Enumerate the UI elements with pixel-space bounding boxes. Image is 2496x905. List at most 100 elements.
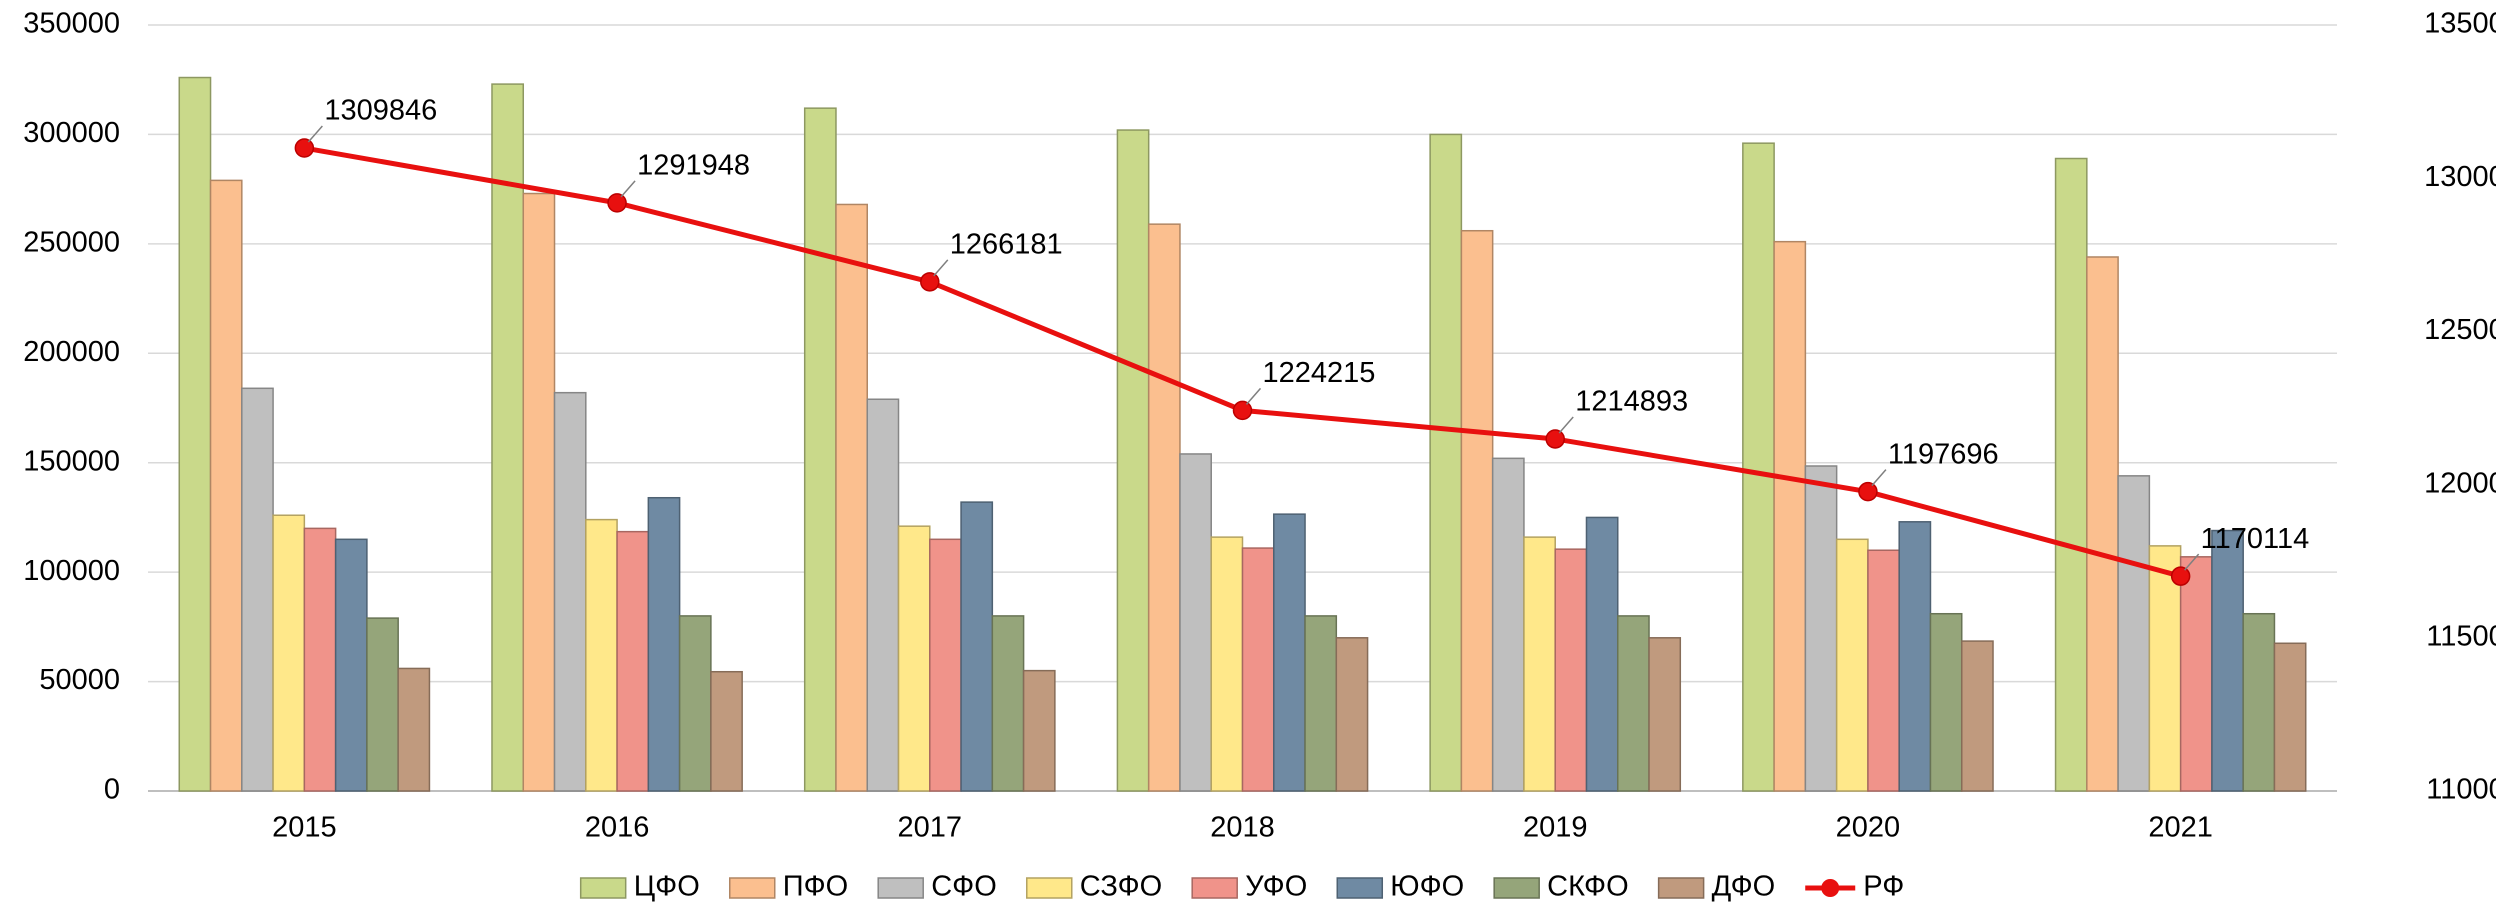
leader-line (1558, 416, 1574, 434)
bar (1491, 457, 1525, 792)
bar (178, 76, 212, 792)
leader-line (933, 259, 949, 277)
bar (2273, 642, 2307, 792)
bar (1335, 637, 1369, 792)
legend-label: ДФО (1712, 871, 1776, 903)
bar (1648, 637, 1682, 792)
bar (1585, 516, 1619, 792)
leader-line (620, 180, 636, 198)
bar (1241, 547, 1275, 792)
data-label: 1266181 (950, 228, 1063, 260)
bar (1554, 548, 1588, 792)
bar (616, 530, 650, 792)
bar (835, 203, 868, 792)
bar (1273, 513, 1306, 792)
legend-swatch (1026, 877, 1073, 899)
bar (1898, 521, 1932, 792)
bar (1929, 612, 1963, 792)
legend-swatch (1336, 877, 1384, 899)
bar (991, 615, 1025, 792)
line-marker (294, 138, 315, 158)
bar (1460, 229, 1494, 792)
bar (1147, 223, 1181, 792)
line-marker (920, 272, 940, 292)
legend-label: ЮФО (1390, 871, 1464, 903)
bar (2054, 157, 2088, 792)
bar (1179, 453, 1212, 792)
bar (1022, 669, 1056, 792)
y-tick-label: 350000 (23, 8, 120, 40)
bar (2179, 556, 2213, 792)
bar (1523, 536, 1556, 792)
legend: ЦФО ПФО СФО СЗФО УФО ЮФО СКФО ДФО РФ (579, 871, 1904, 903)
leader-line (1871, 469, 1887, 487)
bar (1617, 615, 1650, 792)
y2-tick-label: 1350000 (2424, 8, 2496, 40)
legend-label: СФО (931, 871, 997, 903)
x-tick-label: 2018 (1210, 812, 1275, 844)
data-label: 1309846 (324, 95, 437, 127)
bar (1210, 536, 1244, 792)
y-tick-label: 250000 (23, 227, 120, 259)
y-tick-label: 150000 (23, 445, 120, 477)
bar (1773, 240, 1807, 792)
line-marker (607, 193, 627, 213)
legend-swatch (1657, 877, 1705, 899)
line-marker (1232, 400, 1253, 421)
bar (553, 391, 587, 792)
y2-tick-label: 1300000 (2424, 161, 2496, 193)
legend-label: УФО (1245, 871, 1307, 903)
bar (303, 527, 337, 792)
y2-tick-label: 1100000 (2426, 774, 2496, 806)
bar (397, 667, 431, 792)
y-tick-label: 100000 (23, 555, 120, 587)
bar (1742, 142, 1775, 792)
data-label: 1197696 (1888, 438, 1999, 470)
bar (960, 501, 994, 792)
legend-swatch (1493, 877, 1540, 899)
bar (1116, 129, 1150, 792)
legend-swatch (1191, 877, 1238, 899)
bar (241, 387, 274, 792)
y2-tick-label: 1250000 (2424, 314, 2496, 346)
x-tick-label: 2020 (1836, 812, 1901, 844)
bar (1960, 640, 1994, 792)
bar (929, 538, 962, 792)
data-label: 1170114 (2201, 523, 2310, 555)
bar (866, 398, 900, 792)
leader-line (1245, 387, 1262, 405)
bar (334, 538, 368, 792)
y-tick-label: 0 (104, 774, 120, 806)
x-tick-label: 2015 (272, 812, 337, 844)
bar (1304, 615, 1338, 792)
line-marker (1545, 429, 1565, 449)
bar (2242, 612, 2276, 792)
bar (491, 83, 525, 792)
y2-tick-label: 1150000 (2426, 620, 2496, 652)
bar (2086, 256, 2119, 792)
bar (647, 496, 681, 792)
data-label: 1214893 (1575, 386, 1688, 418)
legend-label: ЦФО (634, 871, 700, 903)
x-tick-label: 2021 (2148, 812, 2213, 844)
bar (366, 617, 399, 792)
bar (803, 107, 837, 792)
bar (710, 670, 743, 792)
bar (1804, 465, 1838, 792)
bar (678, 615, 712, 792)
line-marker (1858, 481, 1878, 502)
bar (209, 179, 243, 792)
bar (1835, 538, 1869, 792)
y-tick-label: 300000 (23, 117, 120, 149)
x-tick-label: 2016 (585, 812, 650, 844)
x-tick-label: 2019 (1523, 812, 1588, 844)
legend-swatch (579, 877, 627, 899)
y-tick-label: 200000 (23, 336, 120, 368)
bar (2211, 529, 2244, 792)
y-tick-label: 50000 (39, 664, 120, 696)
legend-swatch (877, 877, 924, 899)
bar (522, 192, 556, 792)
legend-swatch (729, 877, 776, 899)
legend-label: СЗФО (1080, 871, 1162, 903)
bar (1429, 133, 1463, 792)
